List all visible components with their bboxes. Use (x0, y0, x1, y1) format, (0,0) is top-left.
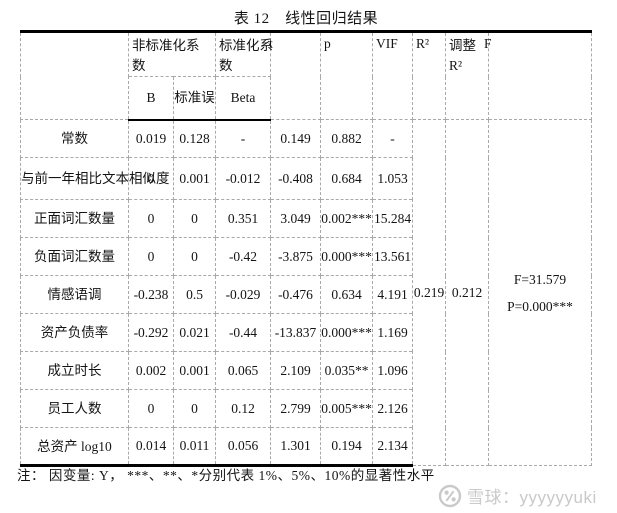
cell-vif: 13.561 (372, 237, 413, 276)
cell-b: 0.014 (128, 427, 174, 467)
cell-vif: 1.169 (372, 313, 413, 352)
cell-t: -0.408 (270, 157, 321, 200)
cell-t: 2.109 (270, 351, 321, 390)
cell-vif: - (372, 119, 413, 158)
cell-beta: 0.065 (215, 351, 271, 390)
row-label: 成立时长 (20, 351, 129, 390)
cell-t: 1.301 (270, 427, 321, 467)
cell-beta: 0.12 (215, 389, 271, 428)
row-label: 员工人数 (20, 389, 129, 428)
header-row-1: 非标准化系数 标准化系数 t p VIF R² 调整 R² F (20, 30, 592, 120)
regression-table: 非标准化系数 标准化系数 t p VIF R² 调整 R² F B 标准误 Be… (20, 30, 592, 467)
cell-vif: 2.126 (372, 389, 413, 428)
cell-beta: -0.44 (215, 313, 271, 352)
cell-vif: 1.096 (372, 351, 413, 390)
summary-adjusted-r2-cell: 0.212 (445, 119, 489, 466)
cell-beta: -0.029 (215, 275, 271, 314)
cell-t: -3.875 (270, 237, 321, 276)
row-label: 常数 (20, 119, 129, 158)
cell-b: 0.019 (128, 119, 174, 158)
header-unstandardized: 非标准化系数 (128, 30, 216, 77)
row-label: 负面词汇数量 (20, 237, 129, 276)
table-row: 总资产 log10 0.014 0.011 0.056 1.301 0.194 … (20, 427, 592, 467)
header-se: 标准误 (173, 76, 216, 121)
cell-se: 0 (173, 389, 216, 428)
watermark: 雪球：yyyyyyuki (438, 483, 597, 508)
cell-t: -0.476 (270, 275, 321, 314)
watermark-text: 雪球：yyyyyyuki (467, 488, 597, 507)
cell-p: 0.035** (320, 351, 373, 390)
page-title: 表 12 线性回归结果 (233, 11, 379, 27)
header-t: t (269, 30, 321, 120)
header-standardized: 标准化系数 (215, 30, 273, 77)
cell-p: 0.005*** (320, 389, 373, 428)
cell-vif: 2.134 (372, 427, 413, 467)
cell-b: 0.002 (128, 351, 174, 390)
cell-beta: -0.012 (215, 157, 271, 200)
row-label: 正面词汇数量 (20, 199, 129, 238)
cell-p: 0.634 (320, 275, 373, 314)
cell-beta: 0.056 (215, 427, 271, 467)
header-vif: VIF (372, 30, 413, 120)
cell-se: 0.011 (173, 427, 216, 467)
cell-b: 0 (128, 157, 174, 200)
cell-beta: -0.42 (215, 237, 271, 276)
header-adjusted-r2: 调整 R² (445, 30, 489, 120)
cell-t: 3.049 (270, 199, 321, 238)
cell-t: 0.149 (270, 119, 321, 158)
cell-vif: 4.191 (372, 275, 413, 314)
row-label: 情感语调 (20, 275, 129, 314)
table-row: 员工人数 0 0 0.12 2.799 0.005*** 2.126 (20, 389, 592, 428)
cell-se: 0.128 (173, 119, 216, 158)
table-row: 负面词汇数量 0 0 -0.42 -3.875 0.000*** 13.561 (20, 237, 592, 276)
row-label: 与前一年相比文本相似度 (20, 157, 170, 200)
header-corner (20, 30, 129, 120)
cell-b: -0.292 (128, 313, 174, 352)
cell-b: 0 (128, 199, 174, 238)
header-beta: Beta (215, 76, 271, 121)
header-p: p (320, 30, 373, 120)
cell-se: 0 (173, 199, 216, 238)
cell-beta: - (215, 119, 271, 158)
cell-p: 0.882 (320, 119, 373, 158)
table-row: 与前一年相比文本相似度 0 0.001 -0.012 -0.408 0.684 … (20, 157, 592, 200)
table-row: 常数 0.019 0.128 - 0.149 0.882 - 0.219 0.2… (20, 119, 592, 466)
row-label: 资产负债率 (20, 313, 129, 352)
cell-se: 0.001 (173, 351, 216, 390)
table-row: 情感语调 -0.238 0.5 -0.029 -0.476 0.634 4.19… (20, 275, 592, 314)
cell-beta: 0.351 (215, 199, 271, 238)
summary-f-cell: F=31.579 P=0.000*** (488, 119, 592, 466)
table-row: 成立时长 0.002 0.001 0.065 2.109 0.035** 1.0… (20, 351, 592, 390)
cell-se: 0 (173, 237, 216, 276)
table-footnote: 注： 因变量: Y， ***、**、*分别代表 1%、5%、10%的显著性水平 (17, 468, 435, 483)
header-b: B (128, 76, 174, 121)
cell-b: 0 (128, 237, 174, 276)
cell-vif: 1.053 (372, 157, 413, 200)
cell-p: 0.194 (320, 427, 373, 467)
table-row: 资产负债率 -0.292 0.021 -0.44 -13.837 0.000**… (20, 313, 592, 352)
cell-se: 0.021 (173, 313, 216, 352)
header-row-2: B 标准误 Beta (21, 76, 592, 121)
row-label: 总资产 log10 (20, 427, 129, 467)
cell-b: -0.238 (128, 275, 174, 314)
header-r2: R² (412, 30, 446, 120)
header-f: F (484, 30, 592, 120)
f-value: F=31.579 (513, 271, 567, 287)
cell-se: 0.5 (173, 275, 216, 314)
cell-p: 0.002*** (320, 199, 373, 238)
cell-p: 0.000*** (320, 237, 373, 276)
p-value: P=0.000*** (507, 298, 573, 314)
cell-t: -13.837 (270, 313, 321, 352)
cell-p: 0.684 (320, 157, 373, 200)
cell-vif: 15.284 (372, 199, 413, 238)
cell-se: 0.001 (173, 157, 216, 200)
cell-b: 0 (128, 389, 174, 428)
cell-p: 0.000*** (320, 313, 373, 352)
snowball-logo-icon (438, 484, 462, 507)
summary-r2-cell: 0.219 (412, 119, 446, 466)
cell-t: 2.799 (270, 389, 321, 428)
table-row: 正面词汇数量 0 0 0.351 3.049 0.002*** 15.284 (20, 199, 592, 238)
